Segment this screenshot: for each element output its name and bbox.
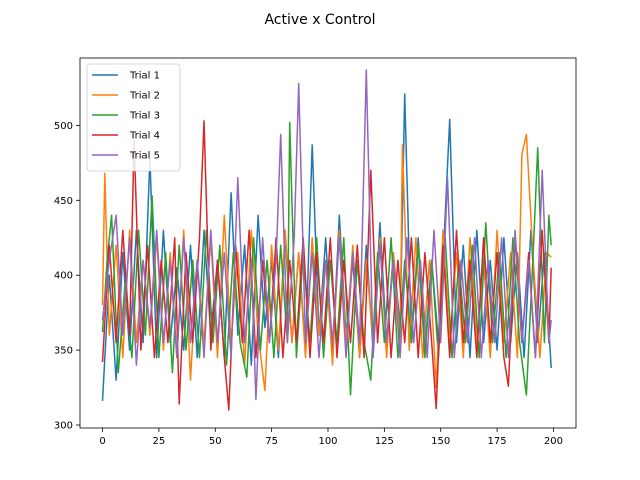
x-tick-label: 175 <box>488 436 507 447</box>
legend-label: Trial 3 <box>129 111 160 122</box>
series-line-trial-3 <box>101 121 552 396</box>
series-line-trial-5 <box>101 69 552 401</box>
legend-label: Trial 4 <box>129 131 160 142</box>
y-tick-label: 400 <box>54 271 73 282</box>
x-tick-label: 25 <box>153 436 166 447</box>
x-tick-label: 0 <box>99 436 105 447</box>
x-tick-label: 200 <box>544 436 563 447</box>
legend-box <box>86 63 181 172</box>
y-axis: 300 350 400 450 500 <box>54 121 80 432</box>
legend-label: Trial 2 <box>129 91 160 102</box>
series-line-trial-4 <box>101 120 552 411</box>
y-tick-label: 500 <box>54 121 73 132</box>
x-tick-label: 150 <box>431 436 450 447</box>
x-tick-label: 75 <box>265 436 278 447</box>
chart-title: Active x Control <box>264 12 375 28</box>
y-tick-label: 350 <box>54 346 73 357</box>
x-tick-label: 100 <box>318 436 337 447</box>
x-tick-label: 125 <box>375 436 394 447</box>
x-axis: 0 25 50 75 100 125 150 175 200 <box>99 428 563 447</box>
legend-label: Trial 1 <box>129 71 160 82</box>
y-tick-label: 300 <box>54 421 73 432</box>
legend: Trial 1 Trial 2 Trial 3 Trial 4 Trial 5 <box>86 63 181 172</box>
x-tick-label: 50 <box>209 436 222 447</box>
series-layer <box>101 69 552 411</box>
legend-label: Trial 5 <box>129 151 160 162</box>
y-tick-label: 450 <box>54 196 73 207</box>
plot-area <box>79 57 577 429</box>
